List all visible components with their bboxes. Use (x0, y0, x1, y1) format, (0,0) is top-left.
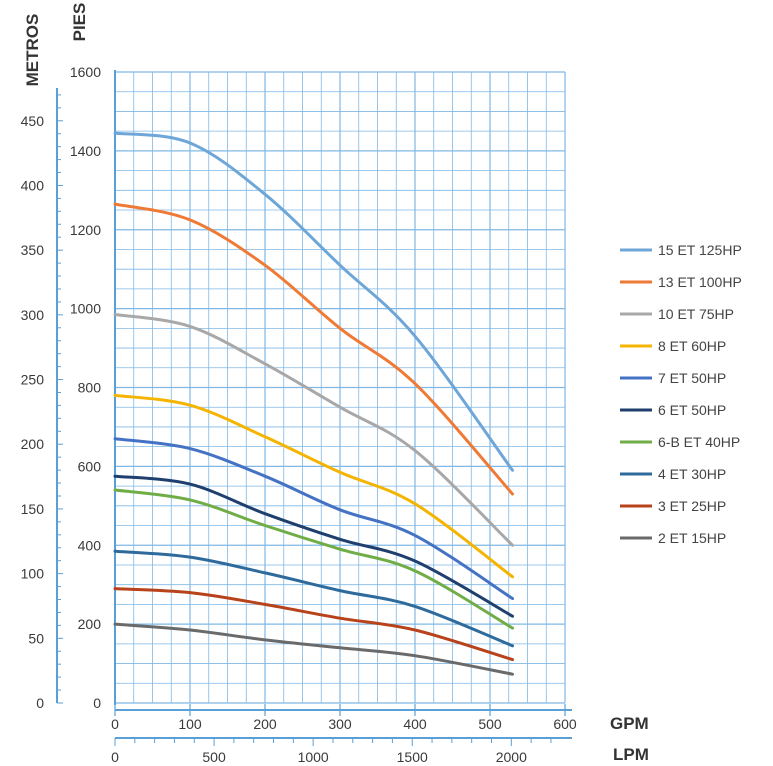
series-line-6-b-et-40hp (113, 488, 514, 630)
pies-tick-label: 1600 (70, 64, 101, 80)
pies-tick-label: 800 (78, 380, 102, 396)
pies-tick-label: 1400 (70, 143, 101, 159)
metros-tick-label: 450 (21, 113, 45, 129)
series-line-2-et-15hp (113, 622, 514, 676)
axes (56, 70, 572, 746)
legend-label-8-et-60hp: 8 ET 60HP (658, 338, 726, 354)
series-line-6-et-50hp (113, 474, 514, 618)
lpm-tick-label: 2000 (496, 749, 527, 765)
pies-tick-label: 1200 (70, 222, 101, 238)
legend-label-7-et-50hp: 7 ET 50HP (658, 370, 726, 386)
pies-tick-label: 1000 (70, 301, 101, 317)
metros-tick-label: 50 (28, 630, 44, 646)
series-line-13-et-100hp (113, 202, 514, 496)
series-lines (113, 131, 514, 676)
metros-tick-label: 0 (36, 695, 44, 711)
legend-label-6-et-50hp: 6 ET 50HP (658, 402, 726, 418)
tick-labels: 0200400600800100012001400160005010015020… (21, 64, 577, 765)
lpm-tick-label: 1000 (298, 749, 329, 765)
legend: 15 ET 125HP 13 ET 100HP 10 ET 75HP 8 ET 60H… (620, 242, 742, 546)
lpm-tick-label: 1500 (397, 749, 428, 765)
legend-label-10-et-75hp: 10 ET 75HP (658, 306, 734, 322)
metros-tick-label: 350 (21, 242, 45, 258)
metros-tick-label: 200 (21, 436, 45, 452)
legend-label-15-et-125hp: 15 ET 125HP (658, 242, 742, 258)
gpm-tick-label: 200 (253, 716, 277, 732)
gpm-tick-label: 100 (178, 716, 202, 732)
pies-tick-label: 0 (93, 695, 101, 711)
lpm-tick-label: 0 (111, 749, 119, 765)
gpm-tick-label: 600 (553, 716, 577, 732)
pies-tick-label: 200 (78, 616, 102, 632)
gpm-axis-title: GPM (610, 714, 649, 733)
series-line-10-et-75hp (113, 313, 514, 547)
pies-tick-label: 400 (78, 537, 102, 553)
metros-tick-label: 150 (21, 501, 45, 517)
series-line-3-et-25hp (113, 587, 514, 662)
legend-label-3-et-25hp: 3 ET 25HP (658, 498, 726, 514)
metros-tick-label: 300 (21, 307, 45, 323)
grid (114, 71, 566, 704)
series-line-15-et-125hp (113, 131, 514, 472)
pies-axis-title: PIES (70, 3, 89, 42)
series-line-8-et-60hp (113, 393, 514, 579)
metros-axis-title: METROS (23, 14, 42, 87)
gpm-tick-label: 300 (328, 716, 352, 732)
gpm-tick-label: 500 (478, 716, 502, 732)
gpm-tick-label: 400 (403, 716, 427, 732)
legend-label-4-et-30hp: 4 ET 30HP (658, 466, 726, 482)
legend-label-2-et-15hp: 2 ET 15HP (658, 530, 726, 546)
pies-tick-label: 600 (78, 458, 102, 474)
legend-label-6-b-et-40hp: 6-B ET 40HP (658, 434, 740, 450)
metros-tick-label: 250 (21, 372, 45, 388)
metros-tick-label: 100 (21, 566, 45, 582)
lpm-tick-label: 500 (202, 749, 226, 765)
legend-label-13-et-100hp: 13 ET 100HP (658, 274, 742, 290)
series-line-4-et-30hp (113, 549, 514, 648)
series-line-7-et-50hp (113, 437, 514, 600)
lpm-axis-title: LPM (613, 745, 649, 764)
metros-tick-label: 400 (21, 177, 45, 193)
gpm-tick-label: 0 (111, 716, 119, 732)
